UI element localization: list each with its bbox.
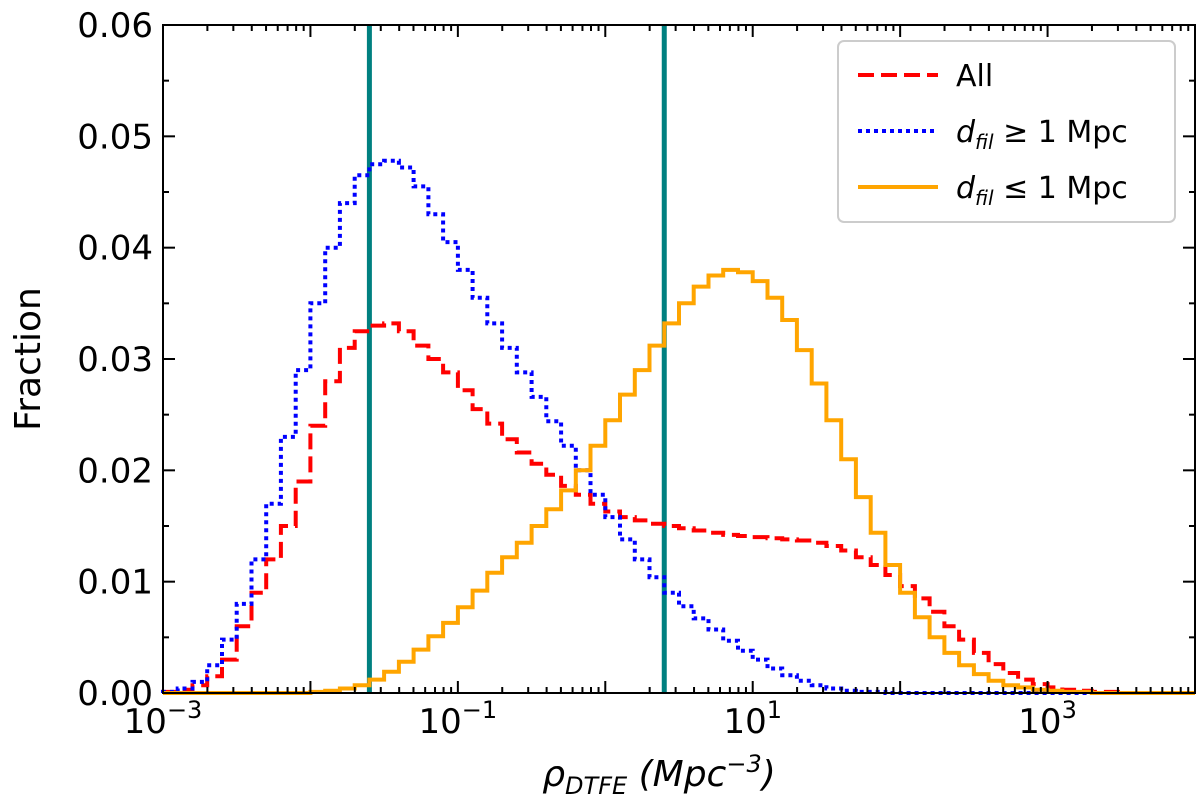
y-tick-label-4: 0.04 bbox=[77, 229, 153, 269]
plot-frame bbox=[162, 24, 1196, 694]
y-tick-label-5: 0.05 bbox=[77, 117, 153, 157]
y-tick-label-3: 0.03 bbox=[77, 340, 153, 380]
x-tick-label-base: 10 bbox=[1018, 702, 1061, 742]
legend-label-main: d bbox=[956, 115, 976, 150]
x-tick-label-0: 10−3 bbox=[124, 696, 203, 742]
x-tick-label-base: 10 bbox=[124, 702, 167, 742]
legend-box bbox=[837, 40, 1176, 223]
x-axis-title: ρDTFE (Mpc−3) bbox=[542, 750, 776, 800]
series-line-3 bbox=[163, 267, 1195, 695]
y-axis-title: Fraction bbox=[8, 287, 49, 431]
x-axis-title-unit-sup: −3 bbox=[726, 750, 761, 778]
ticks-layer bbox=[162, 24, 1196, 694]
legend-label-rest: ≤ 1 Mpc bbox=[994, 171, 1128, 206]
legend-label-rest: ≥ 1 Mpc bbox=[994, 115, 1128, 150]
x-tick-label-exp: −3 bbox=[167, 696, 202, 724]
x-tick-label-2: 101 bbox=[723, 696, 782, 742]
x-tick-label-exp: −1 bbox=[462, 696, 497, 724]
legend-label-3: dfil ≤ 1 Mpc bbox=[956, 171, 1128, 210]
legend-label-main: d bbox=[956, 171, 976, 206]
series-line-1 bbox=[161, 321, 1195, 695]
y-tick-label-1: 0.01 bbox=[77, 563, 153, 603]
x-tick-label-base: 10 bbox=[723, 702, 766, 742]
x-tick-label-exp: 3 bbox=[1062, 696, 1077, 724]
legend-label-2: dfil ≥ 1 Mpc bbox=[956, 115, 1128, 154]
legend-label-sub: fil bbox=[975, 186, 994, 210]
y-tick-label-6: 0.06 bbox=[77, 6, 153, 46]
x-axis-title-sub: DTFE bbox=[565, 772, 628, 800]
legend-label-main: All bbox=[956, 59, 993, 94]
x-axis-title-unit-open: (Mpc bbox=[627, 754, 726, 795]
x-tick-label-3: 103 bbox=[1018, 696, 1077, 742]
vertical-lines-layer bbox=[366, 25, 667, 693]
y-tick-labels: 0.00 0.01 0.02 0.03 0.04 0.05 0.06 bbox=[77, 6, 153, 714]
y-tick-label-0: 0.00 bbox=[77, 674, 153, 714]
series-layer bbox=[161, 158, 1195, 695]
legend-label-1: All bbox=[956, 59, 993, 94]
x-axis-title-unit-close: ) bbox=[759, 754, 776, 795]
x-tick-labels: 10−3 10−1 101 103 bbox=[124, 696, 1077, 742]
x-tick-label-exp: 1 bbox=[767, 696, 782, 724]
legend-label-sub: fil bbox=[975, 130, 994, 154]
x-tick-label-1: 10−1 bbox=[419, 696, 498, 742]
y-tick-label-2: 0.02 bbox=[77, 451, 153, 491]
x-tick-label-base: 10 bbox=[419, 702, 462, 742]
x-axis-title-main: ρ bbox=[542, 754, 565, 795]
